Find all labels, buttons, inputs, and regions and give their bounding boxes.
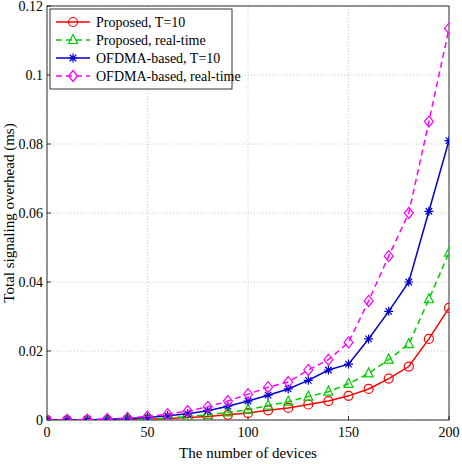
chart: 0 50 100 150 200 0 0.02 0.04 0.06 0.08 0.1 0.12 The … [0,0,462,464]
marker [203,401,212,412]
grid-line [47,213,449,214]
tick-label: 100 [238,425,259,440]
marker [244,389,253,400]
marker [304,400,313,409]
marker [384,354,393,363]
marker [404,362,413,371]
marker [223,396,232,407]
tick [348,416,349,420]
tick-label: 0.06 [19,206,44,221]
marker [384,307,393,316]
marker [344,391,353,400]
marker [83,414,92,420]
legend-label: OFDMA-based, T=10 [96,51,220,66]
legend-marker [69,35,78,44]
marker [143,411,152,420]
marker [404,278,413,287]
grid-line [47,351,449,352]
series-line [47,308,449,420]
legend-label: OFDMA-based, real-time [96,69,241,84]
grid-line [348,6,349,420]
marker [264,400,273,409]
marker [304,364,313,375]
marker [284,384,293,393]
marker [424,207,433,216]
marker [304,376,313,385]
marker [284,377,293,388]
marker [364,368,373,377]
marker [445,23,450,34]
plot-frame [47,6,449,420]
grid-line [47,282,449,283]
marker [284,396,293,405]
legend: Proposed, T=10 Proposed, real-time OFDMA-b… [50,9,241,89]
marker [344,378,353,387]
legend-label: Proposed, real-time [96,33,206,48]
marker [244,397,253,406]
tick-label: 50 [141,425,155,440]
plot-area [47,6,449,420]
marker [424,294,433,303]
marker [404,339,413,348]
marker [445,247,450,256]
marker [324,354,333,365]
tick-label: 200 [439,425,460,440]
legend-label: Proposed, T=10 [96,15,185,30]
marker [324,397,333,406]
tick [47,282,51,283]
marker [324,365,333,374]
legend-marker [69,54,78,63]
tick [47,351,51,352]
marker [384,374,393,383]
tick-label: 0 [44,425,51,440]
marker [424,334,433,343]
tick-label: 0.1 [26,68,44,83]
marker [344,337,353,348]
marker [163,409,172,420]
marker [344,360,353,369]
marker [384,251,393,262]
plot-data [47,23,449,420]
tick-label: 150 [338,425,359,440]
tick-label: 0.02 [19,344,44,359]
grid-line [47,144,449,145]
legend-marker [69,18,78,27]
tick-label: 0.08 [19,137,44,152]
marker [183,406,192,417]
series-line [47,141,449,420]
legend-line [56,21,90,23]
marker [264,382,273,393]
marker [123,412,132,420]
x-axis-label: The number of devices [179,445,317,461]
marker [404,208,413,219]
legend-line [56,39,90,41]
marker [364,295,373,306]
tick-label: 0.12 [19,0,44,14]
tick [47,213,51,214]
tick-label: 0.04 [19,275,44,290]
marker [424,116,433,127]
marker [445,303,450,312]
legend-marker [69,71,78,82]
marker [364,384,373,393]
marker [47,415,52,421]
y-axis-label: Total signaling overhead (ms) [1,123,18,302]
tick-label: 0 [36,413,43,428]
marker [304,391,313,400]
tick [47,144,51,145]
marker [364,334,373,343]
marker [63,415,72,421]
marker [103,413,112,420]
marker [324,386,333,395]
marker [445,136,450,145]
legend-line [56,75,90,77]
